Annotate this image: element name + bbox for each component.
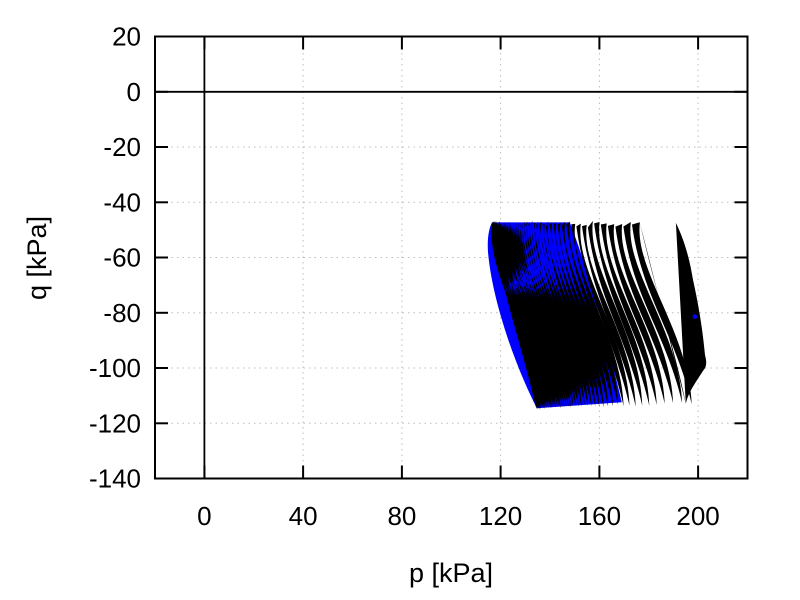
tick-labels: 0 40 80 120 160 200200-20-40-60-80-100-120-14… bbox=[89, 22, 720, 532]
x-tick-label-120: 120 bbox=[479, 501, 522, 531]
y-tick-label-20: 20 bbox=[112, 22, 141, 52]
y-tick-label--100: -100 bbox=[89, 353, 141, 383]
plot-border-and-ticks bbox=[154, 35, 749, 480]
y-tick-label--80: -80 bbox=[103, 298, 141, 328]
cycle-loop bbox=[571, 223, 624, 407]
zero-axes bbox=[155, 36, 748, 479]
series-start-point bbox=[692, 314, 698, 319]
grid-lines bbox=[155, 36, 748, 479]
cycle-loop bbox=[632, 222, 692, 405]
cycle-loop bbox=[576, 223, 630, 406]
cycle-loop bbox=[582, 224, 636, 407]
y-tick-label--140: -140 bbox=[89, 464, 141, 494]
chart-generated-content: 0 40 80 120 160 200200-20-40-60-80-100-120-14… bbox=[89, 22, 749, 532]
cycle-loops bbox=[491, 220, 692, 410]
y-tick-label--60: -60 bbox=[103, 243, 141, 273]
cycle-loop bbox=[607, 224, 665, 404]
y-tick-label-0: 0 bbox=[127, 77, 141, 107]
cycle-loop bbox=[594, 222, 650, 406]
cycle-loop bbox=[600, 223, 657, 405]
x-tick-label-40: 40 bbox=[289, 501, 318, 531]
x-tick-label-160: 160 bbox=[578, 501, 621, 531]
x-tick-label-80: 80 bbox=[387, 501, 416, 531]
y-axis-title: q [kPa] bbox=[22, 216, 52, 300]
x-tick-label-200: 200 bbox=[676, 501, 719, 531]
y-tick-label--40: -40 bbox=[103, 187, 141, 217]
x-tick-label-0: 0 bbox=[197, 501, 211, 531]
initial-cycle-path bbox=[639, 222, 707, 404]
y-tick-label--20: -20 bbox=[103, 132, 141, 162]
x-axis-title: p [kPa] bbox=[409, 558, 493, 588]
cycle-loop bbox=[566, 221, 619, 405]
initial-descent-hook bbox=[675, 223, 707, 404]
cycle-loop bbox=[587, 220, 643, 406]
cycle-loop bbox=[623, 222, 683, 404]
cycle-loop bbox=[615, 224, 674, 404]
y-tick-label--120: -120 bbox=[89, 408, 141, 438]
cycle-loop bbox=[491, 224, 536, 408]
initial-recovery bbox=[639, 222, 686, 404]
